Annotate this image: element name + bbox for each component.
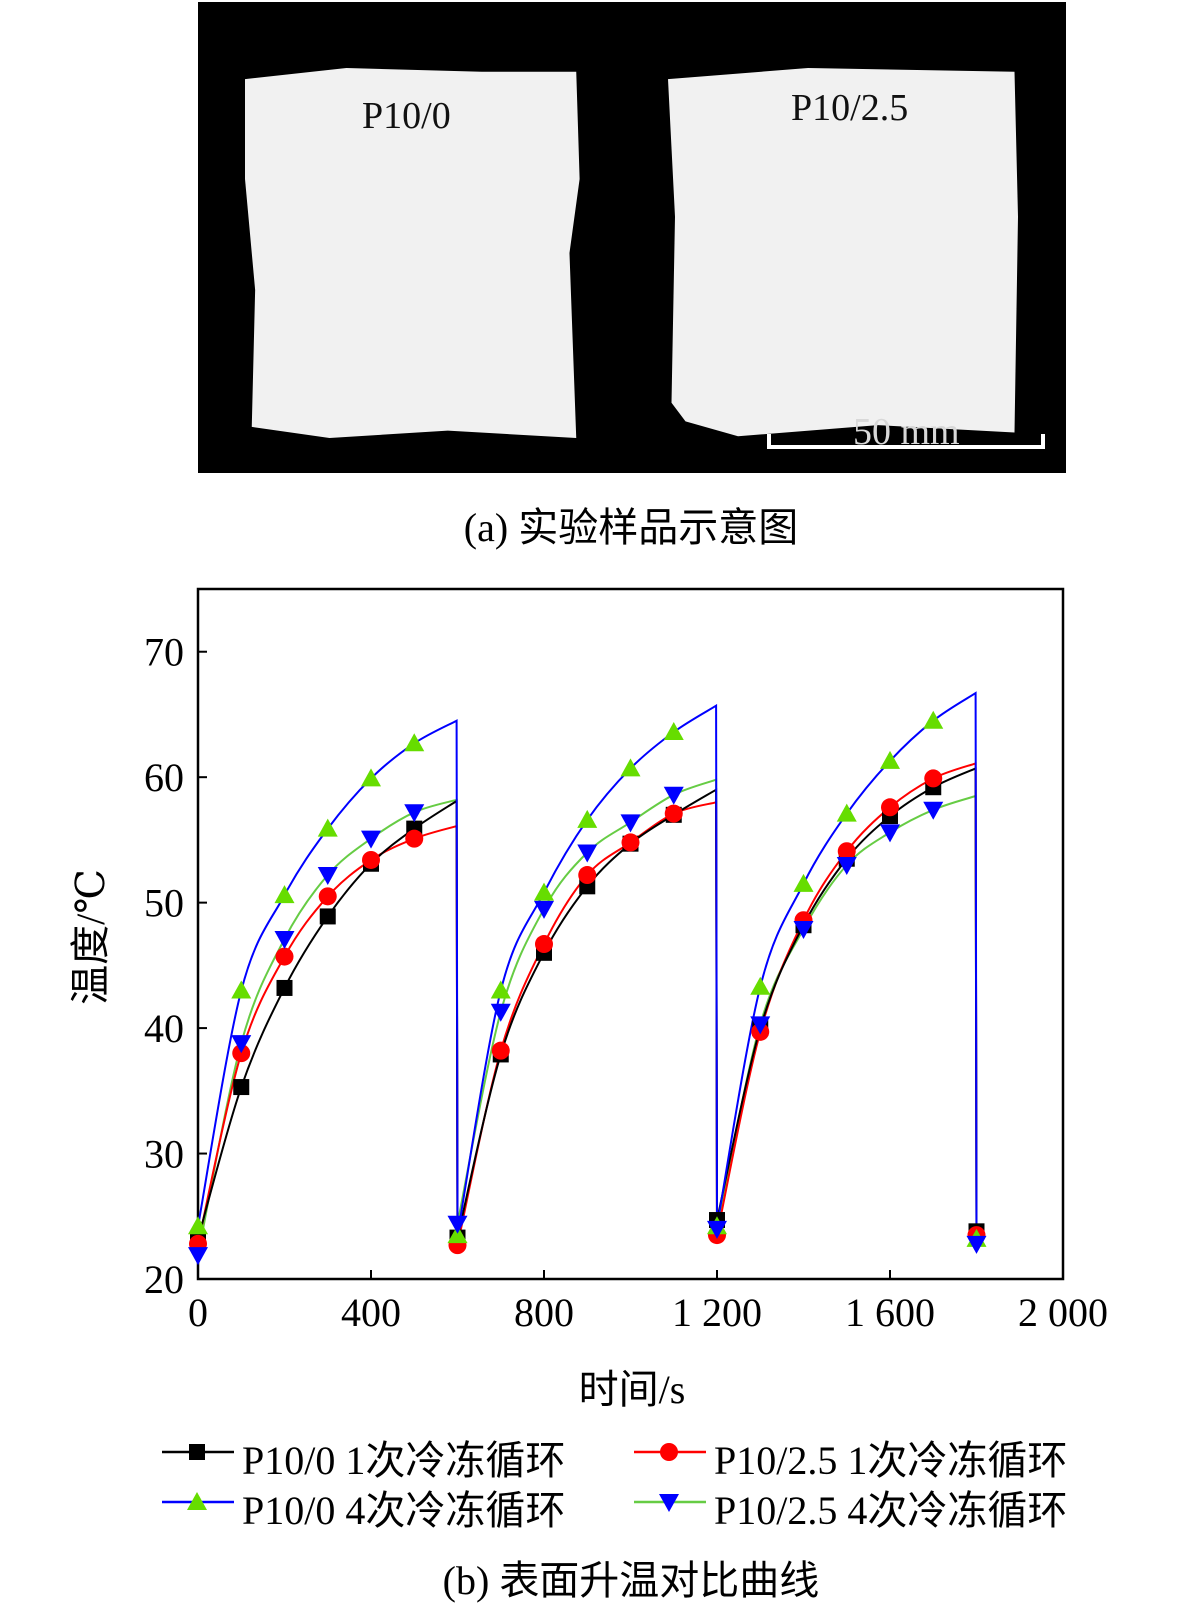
- y-tick-label: 30: [144, 1132, 184, 1177]
- plot-frame: [196, 587, 1065, 1281]
- chart-series-lines: [197, 691, 978, 1256]
- data-point: [318, 887, 337, 906]
- legend-marker-triangle-down-icon: [634, 1494, 706, 1512]
- x-tick-label: 400: [341, 1290, 401, 1335]
- data-point: [405, 829, 424, 848]
- data-point: [880, 750, 900, 769]
- series-line: [197, 691, 978, 1239]
- x-tick-label: 2 000: [1018, 1290, 1108, 1335]
- data-point: [578, 866, 597, 885]
- data-point: [317, 818, 338, 837]
- data-point: [577, 844, 598, 863]
- scale-bar-tick-right: [1041, 434, 1045, 449]
- data-point: [232, 1044, 251, 1063]
- chart-series-markers: [188, 710, 987, 1266]
- data-point: [750, 1016, 771, 1035]
- data-point: [663, 786, 684, 805]
- caption-panel-a: (a) 实验样品示意图: [463, 505, 799, 550]
- y-tick-label: 60: [144, 755, 184, 800]
- legend-label: P10/0 1次冷冻循环: [242, 1438, 566, 1483]
- legend-marker-triangle-up-icon: [162, 1492, 234, 1510]
- data-point: [836, 857, 857, 875]
- data-point: [535, 935, 553, 954]
- data-point: [880, 824, 900, 843]
- legend-marker-square-icon: [162, 1444, 234, 1460]
- sample-left-label: P10/0: [362, 95, 451, 137]
- data-point: [490, 1003, 511, 1022]
- data-point: [274, 931, 295, 950]
- data-point: [231, 980, 252, 999]
- chart-axes: 0 400 800 1 200 1 600 2 000 20 30 40 50 60 70: [144, 587, 1108, 1335]
- sample-p10-0: [245, 68, 580, 438]
- y-axis-label: 温度/℃: [68, 869, 113, 1005]
- data-point: [577, 809, 598, 828]
- scale-bar: [767, 445, 1045, 449]
- y-tick-label: 20: [144, 1257, 184, 1302]
- series-line: [197, 766, 978, 1240]
- data-point: [750, 976, 771, 995]
- data-point: [231, 1035, 252, 1054]
- legend-label: P10/2.5 1次冷冻循环: [714, 1438, 1068, 1483]
- sample-p10-2-5: [668, 68, 1018, 437]
- caption-panel-b: (b) 表面升温对比曲线: [442, 1558, 820, 1603]
- data-point: [404, 733, 425, 752]
- x-axis-label: 时间/s: [579, 1367, 686, 1412]
- data-point: [534, 882, 554, 901]
- data-point: [664, 804, 683, 823]
- legend-label: P10/0 4次冷冻循环: [242, 1488, 566, 1533]
- data-point: [362, 850, 380, 869]
- data-point: [663, 722, 684, 741]
- x-tick-label: 1 200: [672, 1290, 762, 1335]
- data-point: [447, 1225, 468, 1244]
- data-point: [966, 1235, 987, 1254]
- data-point: [793, 920, 814, 939]
- data-point: [275, 947, 294, 966]
- y-tick-label: 70: [144, 630, 184, 675]
- data-point: [319, 908, 336, 925]
- x-tick-label: 0: [188, 1290, 208, 1335]
- x-tick-label: 1 600: [845, 1290, 935, 1335]
- data-point: [361, 830, 381, 849]
- data-point: [491, 1041, 510, 1060]
- data-point: [793, 873, 814, 892]
- sample-photo: P10/0 P10/2.5 50 mm: [198, 2, 1066, 473]
- data-point: [188, 1247, 208, 1266]
- data-point: [276, 979, 293, 996]
- data-point: [923, 710, 944, 729]
- data-point: [924, 769, 943, 788]
- data-point: [881, 798, 899, 817]
- scale-bar-tick-left: [767, 434, 771, 449]
- data-point: [447, 1215, 468, 1234]
- legend-label: P10/2.5 4次冷冻循环: [714, 1488, 1068, 1533]
- data-point: [620, 758, 641, 777]
- legend-marker-circle-icon: [634, 1443, 706, 1461]
- series-line: [197, 761, 978, 1246]
- data-point: [317, 867, 338, 886]
- data-point: [923, 801, 944, 820]
- y-tick-label: 50: [144, 881, 184, 926]
- data-point: [621, 833, 640, 852]
- x-tick-label: 800: [514, 1290, 574, 1335]
- y-tick-label: 40: [144, 1006, 184, 1051]
- data-point: [837, 842, 856, 861]
- data-point: [188, 1216, 208, 1235]
- data-point: [274, 885, 295, 904]
- sample-right-label: P10/2.5: [791, 87, 909, 129]
- data-point: [707, 1220, 727, 1239]
- data-point: [404, 804, 425, 823]
- data-point: [620, 814, 641, 833]
- data-point: [490, 980, 511, 999]
- data-point: [361, 768, 381, 787]
- data-point: [836, 803, 857, 822]
- data-point: [233, 1079, 250, 1096]
- chart-legend: P10/0 1次冷冻循环 P10/2.5 1次冷冻循环 P10/0 4次冷冻循环…: [160, 1428, 1160, 1538]
- data-point: [534, 900, 554, 919]
